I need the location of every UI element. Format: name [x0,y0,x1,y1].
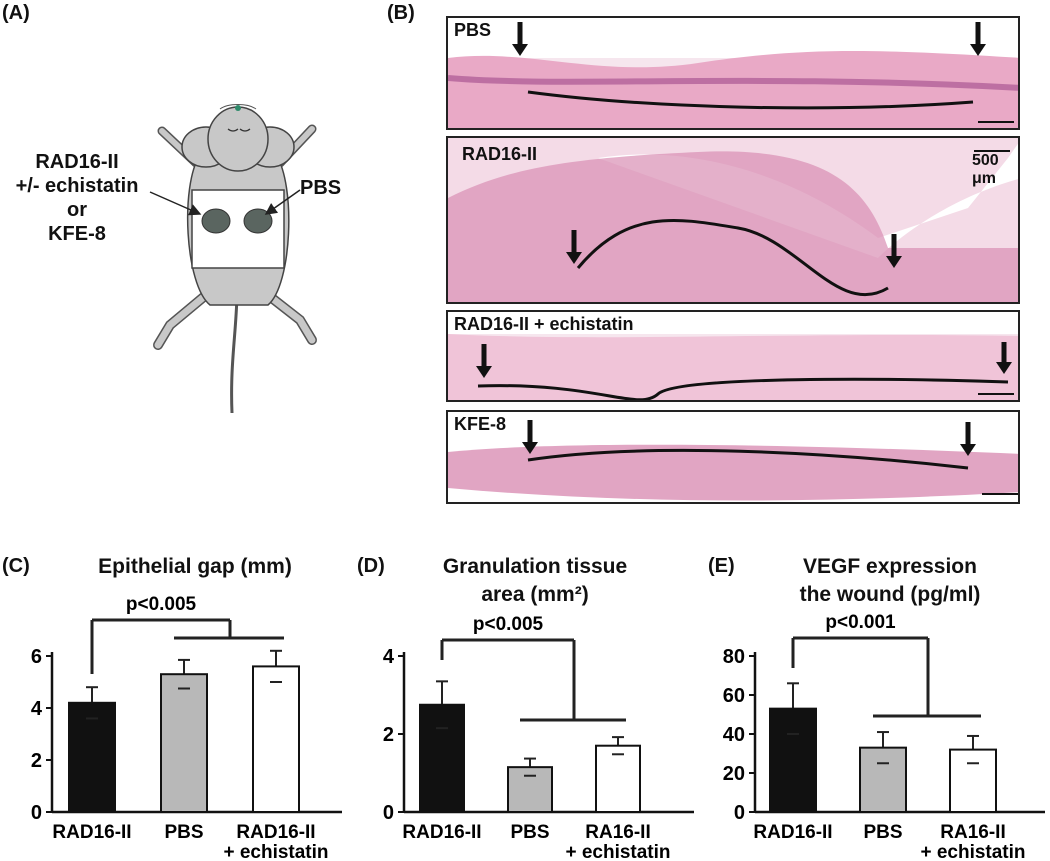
category-label: PBS [510,822,549,843]
chart-e: 0 20 40 60 80 RAD16-II PBS RA16-II+ echistatin p… [723,612,1045,861]
chart-c-title: Epithelial gap (mm) [98,555,292,578]
y-tick-label: 6 [31,646,42,668]
y-tick-label: 2 [31,750,42,772]
section-label: PBS [454,20,492,40]
y-tick-label: 0 [383,802,394,824]
category-label: RAD16-II [52,822,131,843]
left-wound-label: RAD16-II +/- echistatin or KFE-8 [2,150,152,246]
left-text-line: +/- echistatin [15,175,139,197]
chart-e-title-line2: the wound (pg/ml) [799,583,981,606]
y-tick-label: 4 [31,698,43,720]
bar [859,746,907,813]
left-text-line: KFE-8 [48,223,106,245]
wound-pointer-arrows [149,189,301,216]
category-label: PBS [164,822,203,843]
scale-bar-label: 500 μm [972,152,999,187]
category-label: PBS [863,822,902,843]
mouse-illustration [153,104,317,414]
bar [595,744,641,813]
bar [949,748,997,814]
p-value-label: p<0.005 [473,614,544,635]
chart-d-title: Granulation tissue area (mm²) [390,553,680,609]
panel-a-label: (A) [2,2,30,24]
bar [769,707,817,813]
category-label: RA16-II [585,822,650,843]
y-tick-label: 0 [31,802,42,824]
category-label: RAD16-II [236,822,315,843]
y-tick-label: 4 [383,646,395,668]
bar [507,766,553,813]
category-label: RA16-II [940,822,1005,843]
y-tick-label: 0 [734,802,745,824]
chart-e-title: VEGF expression the wound (pg/ml) [740,553,1040,609]
histology-section-pbs: PBS [446,16,1020,130]
chart-d-title-line1: Granulation tissue [442,555,628,578]
histology-section-rad16: RAD16-II 500 μm [446,136,1020,304]
section-label: KFE-8 [454,414,507,434]
significance-bracket [791,636,981,718]
category-label: RAD16-II [402,822,481,843]
panel-d-label: (D) [357,555,385,577]
panel-c-label: (C) [2,555,30,577]
bar [419,703,465,813]
panel-e-label: (E) [708,555,735,577]
y-tick-label: 20 [723,763,745,785]
chart-e-title-line1: VEGF expression [803,555,977,578]
section-label: RAD16-II + echistatin [454,314,634,334]
y-tick-label: 40 [723,724,745,746]
p-value-label: p<0.001 [825,612,896,633]
panel-b-label: (B) [387,2,415,24]
y-tick-label: 60 [723,685,745,707]
significance-bracket [90,618,284,674]
category-label: + echistatin [920,842,1025,861]
chart-d-title-line2: area (mm²) [481,583,589,606]
histology-section-rad16-echistatin: RAD16-II + echistatin [446,310,1020,402]
category-label: + echistatin [223,842,328,861]
category-label: + echistatin [565,842,670,861]
significance-bracket [440,638,626,722]
y-tick-label: 2 [383,724,394,746]
left-text-line: or [67,199,87,221]
histology-section-kfe8: KFE-8 [446,410,1020,504]
y-tick-label: 80 [723,646,745,668]
category-label: RAD16-II [753,822,832,843]
chart-d: 0 2 4 RAD16-II PBS RA16-II+ echistatin p<0.005 [383,614,694,861]
section-label: RAD16-II [462,144,538,164]
left-text-line: RAD16-II [35,151,119,173]
right-wound-label: PBS [300,177,342,199]
bar [160,673,208,813]
bar [68,701,116,813]
bar [252,665,300,814]
p-value-label: p<0.005 [126,594,197,615]
